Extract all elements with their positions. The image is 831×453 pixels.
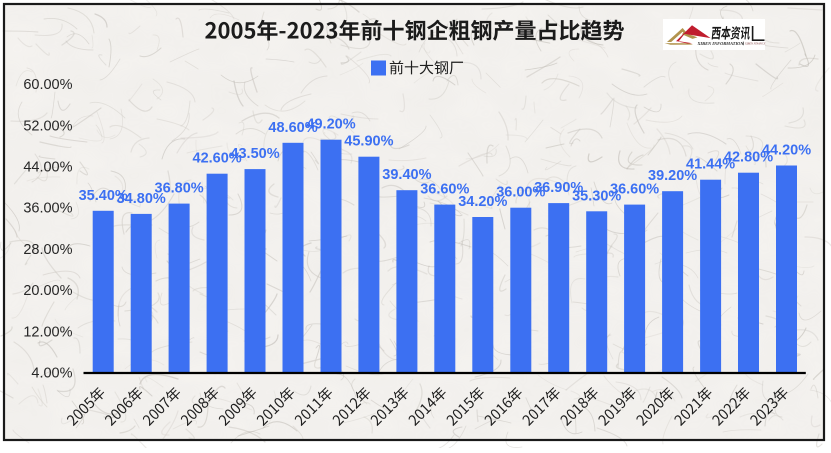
svg-text:28.00%: 28.00% (23, 242, 72, 258)
svg-text:36.90%: 36.90% (534, 180, 583, 196)
svg-text:36.60%: 36.60% (420, 182, 469, 198)
svg-text:41.44%: 41.44% (686, 157, 735, 173)
svg-text:49.20%: 49.20% (306, 117, 355, 133)
svg-text:4.00%: 4.00% (31, 366, 72, 382)
svg-text:36.00%: 36.00% (496, 185, 545, 201)
svg-text:20.00%: 20.00% (23, 283, 72, 299)
svg-text:34.20%: 34.20% (458, 194, 507, 210)
svg-text:36.00%: 36.00% (23, 201, 72, 217)
svg-text:60.00%: 60.00% (23, 77, 72, 93)
svg-text:42.80%: 42.80% (724, 150, 773, 166)
svg-text:39.20%: 39.20% (648, 168, 697, 184)
svg-text:XIBEN INFORMATION: XIBEN INFORMATION (697, 41, 745, 46)
svg-text:52.00%: 52.00% (23, 118, 72, 134)
svg-text:44.00%: 44.00% (23, 160, 72, 176)
svg-text:XIBEN FINANCE: XIBEN FINANCE (744, 43, 766, 46)
svg-text:35.40%: 35.40% (79, 188, 128, 204)
svg-text:35.30%: 35.30% (572, 188, 621, 204)
svg-text:43.50%: 43.50% (230, 146, 279, 162)
svg-text:42.60%: 42.60% (193, 151, 242, 167)
svg-text:12.00%: 12.00% (23, 324, 72, 340)
svg-text:48.60%: 48.60% (268, 120, 317, 136)
svg-text:45.90%: 45.90% (344, 134, 393, 150)
svg-text:34.80%: 34.80% (117, 191, 166, 207)
svg-text:44.20%: 44.20% (762, 143, 811, 159)
svg-text:36.80%: 36.80% (155, 181, 204, 197)
svg-text:36.60%: 36.60% (610, 182, 659, 198)
svg-text:39.40%: 39.40% (382, 167, 431, 183)
